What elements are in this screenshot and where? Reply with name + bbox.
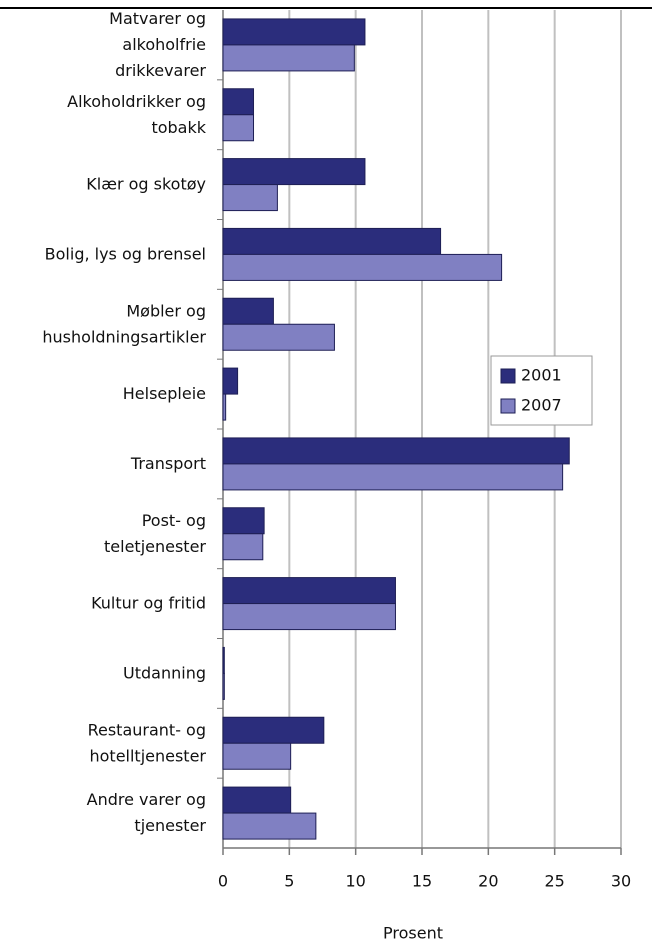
legend-label: 2007 <box>521 396 562 415</box>
bar <box>222 716 325 744</box>
bar <box>222 88 255 116</box>
label-line: Kultur og fritid <box>91 593 206 612</box>
x-tick-label: 25 <box>544 872 564 891</box>
bar <box>222 463 564 491</box>
y-tick-label: Andre varer og tjenester <box>87 790 207 835</box>
y-tick-label: Matvarer og alkoholfrie drikkevarer <box>109 8 206 79</box>
bar <box>222 393 227 421</box>
y-tick-label: Kultur og fritid <box>91 593 206 612</box>
y-tick-label: Klær og skotøy <box>86 174 206 193</box>
y-tick-label: Transport <box>130 453 206 472</box>
label-line: tjenester <box>134 816 206 835</box>
label-line: teletjenester <box>104 536 206 555</box>
bar <box>222 507 265 535</box>
legend-swatch <box>500 368 516 384</box>
label-line: Andre varer og <box>87 790 206 809</box>
x-tick-label: 0 <box>218 872 228 891</box>
bar <box>222 297 274 325</box>
bar <box>222 18 366 46</box>
bar <box>222 367 239 395</box>
x-tick-label: 10 <box>345 872 365 891</box>
legend-label: 2001 <box>521 366 562 385</box>
bar <box>222 533 264 561</box>
label-line: tobakk <box>151 117 206 136</box>
label-line: Møbler og <box>126 301 206 320</box>
bar <box>222 158 366 186</box>
x-tick-label: 5 <box>284 872 294 891</box>
label-line: Klær og skotøy <box>86 174 206 193</box>
bar <box>222 44 355 72</box>
y-tick-label: Restaurant- og hotelltjenester <box>88 720 207 765</box>
y-tick-label: Alkoholdrikker og tobakk <box>67 91 207 136</box>
label-line: hotelltjenester <box>89 746 206 765</box>
x-tick-label: 30 <box>611 872 631 891</box>
bar <box>222 646 225 674</box>
y-tick-label: Helsepleie <box>123 384 206 403</box>
bar <box>222 812 317 840</box>
label-line: Restaurant- og <box>88 720 206 739</box>
x-tick-label: 15 <box>412 872 432 891</box>
label-line: Alkoholdrikker og <box>67 91 206 110</box>
bar <box>222 227 442 255</box>
bar <box>222 786 292 814</box>
label-line: Post- og <box>142 510 206 529</box>
y-tick-label: Møbler og husholdningsartikler <box>42 301 206 346</box>
label-line: Helsepleie <box>123 384 206 403</box>
y-tick-label: Utdanning <box>123 663 206 682</box>
label-line: drikkevarer <box>115 60 206 79</box>
bar <box>222 437 570 465</box>
bar <box>222 603 396 631</box>
legend-box <box>490 355 593 426</box>
label-line: Transport <box>130 453 206 472</box>
x-tick-label: 20 <box>478 872 498 891</box>
label-line: Utdanning <box>123 663 206 682</box>
bar <box>222 184 278 212</box>
legend-swatch <box>500 398 516 414</box>
y-tick-label: Post- og teletjenester <box>104 510 206 555</box>
label-line: Matvarer og <box>109 8 206 27</box>
bar <box>222 742 292 770</box>
label-line: alkoholfrie <box>122 34 206 53</box>
bar <box>222 253 503 281</box>
y-tick-label: Bolig, lys og brensel <box>45 244 206 263</box>
bar <box>222 577 396 605</box>
label-line: husholdningsartikler <box>42 327 206 346</box>
x-axis-label: Prosent <box>383 924 443 943</box>
bar <box>222 323 335 351</box>
bar <box>222 114 255 142</box>
bar <box>222 672 225 700</box>
label-line: Bolig, lys og brensel <box>45 244 206 263</box>
